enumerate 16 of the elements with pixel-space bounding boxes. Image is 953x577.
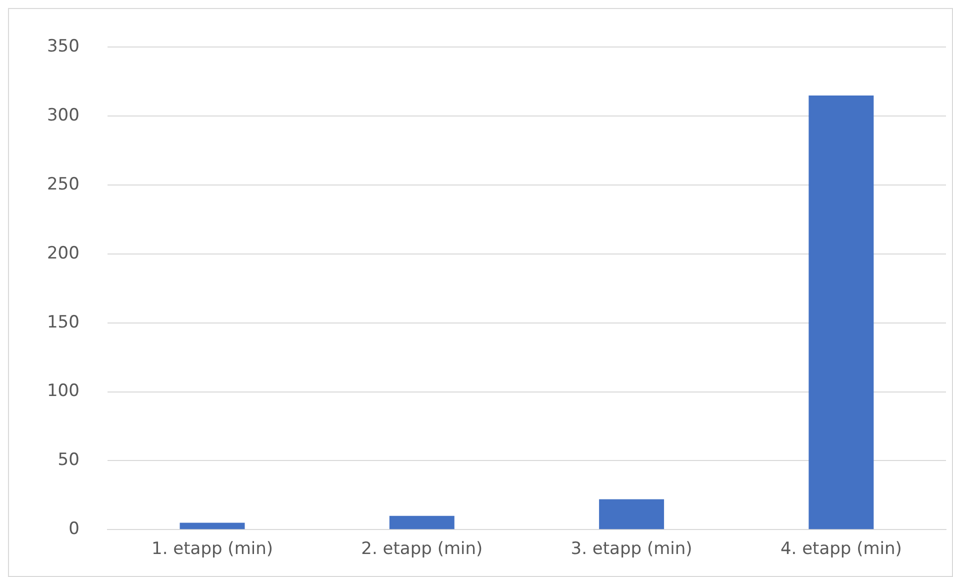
bar	[389, 516, 454, 530]
x-tick-label: 1. etapp (min)	[152, 539, 274, 560]
bar	[180, 522, 245, 530]
y-tick-label: 300	[46, 106, 80, 126]
bar	[599, 499, 664, 530]
y-tick-label: 200	[46, 243, 80, 264]
y-tick-label: 50	[58, 450, 80, 470]
x-tick-label: 3. etapp (min)	[570, 539, 692, 560]
y-tick-label: 350	[46, 36, 80, 57]
bar	[808, 95, 874, 530]
x-tick-label: 4. etapp (min)	[780, 539, 902, 560]
y-tick-label: 100	[46, 381, 80, 402]
y-tick-label: 150	[46, 312, 80, 332]
x-tick-label: 2. etapp (min)	[361, 539, 483, 560]
y-tick-label: 250	[46, 174, 80, 194]
y-tick-label: 0	[68, 519, 80, 540]
